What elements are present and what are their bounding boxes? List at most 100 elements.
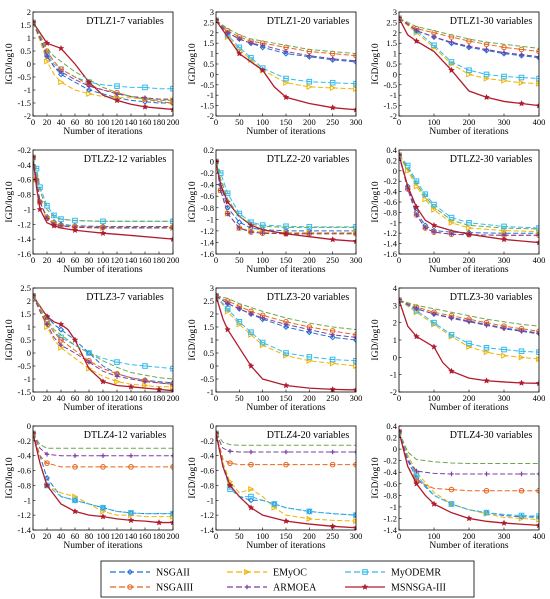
data-point-armoea <box>519 471 524 477</box>
data-point-armoea <box>170 453 173 459</box>
series-line-armoea <box>216 295 356 338</box>
y-tick-label: -1.6 <box>384 249 397 259</box>
series-line-myodemr <box>216 20 356 85</box>
data-point-myodemr <box>306 508 313 515</box>
series-group <box>216 158 356 245</box>
x-axis-label: Number of iterations <box>246 264 325 275</box>
y-tick-label: 0 <box>27 348 31 358</box>
series-group <box>33 18 173 113</box>
data-point-msnsga-iii <box>448 66 455 74</box>
data-point-msnsga-iii <box>127 383 135 390</box>
y-tick-label: 1 <box>393 335 397 345</box>
data-point-emyoc <box>501 352 508 359</box>
x-tick-label: 140 <box>125 393 138 403</box>
x-tick-label: 100 <box>256 117 269 127</box>
y-tick-label: 2 <box>27 296 31 306</box>
data-point-nsgaii <box>126 568 134 576</box>
data-point-emyoc <box>283 79 290 86</box>
y-tick-label: -1 <box>390 370 397 380</box>
data-point-myodemr <box>431 42 437 49</box>
data-point-armoea <box>58 69 64 75</box>
series-line-unlabeled <box>216 19 356 55</box>
y-tick-label: 2.5 <box>203 296 214 306</box>
data-point-armoea <box>431 34 437 40</box>
x-tick-label: 100 <box>428 531 441 541</box>
chart-title: DTLZ1-7 variables <box>86 16 164 27</box>
data-point-msnsga-iii <box>71 226 79 234</box>
chart-title: DTLZ4-12 variables <box>84 430 167 441</box>
y-tick-label: -0.2 <box>201 436 214 446</box>
data-point-myodemr <box>114 359 120 365</box>
data-point-armoea <box>431 229 437 235</box>
data-point-myodemr <box>501 73 507 80</box>
series-line-nsgaiii <box>216 295 356 336</box>
y-axis-label: IGD/log10 <box>371 319 381 360</box>
data-point-armoea <box>536 471 539 477</box>
x-tick-label: 0 <box>214 255 218 265</box>
x-tick-label: 20 <box>43 117 52 127</box>
x-tick-label: 80 <box>85 255 94 265</box>
data-point-myodemr <box>466 67 472 74</box>
x-tick-label: 60 <box>71 531 80 541</box>
data-point-armoea <box>58 342 64 348</box>
series-line-nsgaiii <box>216 161 356 235</box>
x-tick-label: 300 <box>350 393 363 403</box>
y-tick-label: -1.5 <box>18 387 31 397</box>
data-point-emyoc <box>58 79 65 86</box>
y-tick-label: -1.2 <box>384 513 397 523</box>
y-tick-label: 3 <box>393 7 397 17</box>
y-tick-label: -1.4 <box>18 525 32 535</box>
series-line-nsgaiii <box>399 17 539 53</box>
x-tick-label: 200 <box>167 393 180 403</box>
x-tick-label: 50 <box>235 393 244 403</box>
chart-panel: 0 100 200 300 400 -1.6-1.4-1.2-1-0.8-0.6-0.4-… <box>371 145 545 275</box>
data-point-msnsga-iii <box>71 507 79 515</box>
data-point-armoea <box>170 225 173 231</box>
y-tick-label: -0.4 <box>18 160 32 170</box>
data-point-emyoc <box>422 196 429 203</box>
x-tick-label: 0 <box>397 531 401 541</box>
data-point-armoea <box>307 53 312 58</box>
x-tick-label: 200 <box>463 393 476 403</box>
data-point-msnsga-iii <box>535 521 539 529</box>
data-point-armoea <box>248 229 254 235</box>
y-axis-label: IGD/log10 <box>371 457 381 498</box>
data-point-emyoc <box>483 75 490 82</box>
y-tick-label: 2 <box>210 28 214 38</box>
data-point-emyoc <box>536 516 539 523</box>
y-tick-label: 0.2 <box>386 155 397 165</box>
y-tick-label: -2 <box>207 111 214 121</box>
y-tick-label: -1 <box>390 90 397 100</box>
chart-panel: 0 50 100 150 200 250 300-1-0.500.511.522.53DTL… <box>188 283 362 413</box>
data-point-armoea <box>170 96 173 102</box>
data-point-myodemr <box>72 497 78 504</box>
x-tick-label: 0 <box>31 393 35 403</box>
data-point-msnsga-iii <box>535 379 539 387</box>
y-axis-label: IGD/log10 <box>188 181 198 222</box>
x-tick-label: 200 <box>167 255 180 265</box>
x-tick-label: 200 <box>303 255 316 265</box>
series-group <box>33 292 173 392</box>
y-tick-label: -1.2 <box>18 510 31 520</box>
data-point-emyoc <box>329 84 337 92</box>
y-tick-label: -0.4 <box>18 451 32 461</box>
chart-title: DTLZ3-7 variables <box>86 292 164 303</box>
y-tick-label: -0.2 <box>18 436 31 446</box>
series-line-myodemr <box>399 17 539 80</box>
y-tick-label: 0.5 <box>203 348 214 358</box>
y-tick-label: -1.6 <box>18 249 31 259</box>
data-point-nsgaiii <box>448 486 455 493</box>
plot-frame <box>398 149 540 255</box>
data-point-armoea <box>449 316 454 321</box>
data-point-msnsga-iii <box>535 102 539 109</box>
y-tick-label: -1.2 <box>384 228 397 238</box>
data-point-emyoc <box>44 58 51 65</box>
data-point-armoea <box>330 332 335 338</box>
y-axis-label: IGD/log10 <box>5 457 15 498</box>
data-point-msnsga-iii <box>57 44 65 52</box>
data-point-armoea <box>501 50 507 55</box>
data-point-nsgaii <box>352 227 356 234</box>
data-point-armoea <box>449 471 454 477</box>
x-tick-label: 0 <box>397 393 401 403</box>
y-tick-label: -2 <box>390 111 397 121</box>
